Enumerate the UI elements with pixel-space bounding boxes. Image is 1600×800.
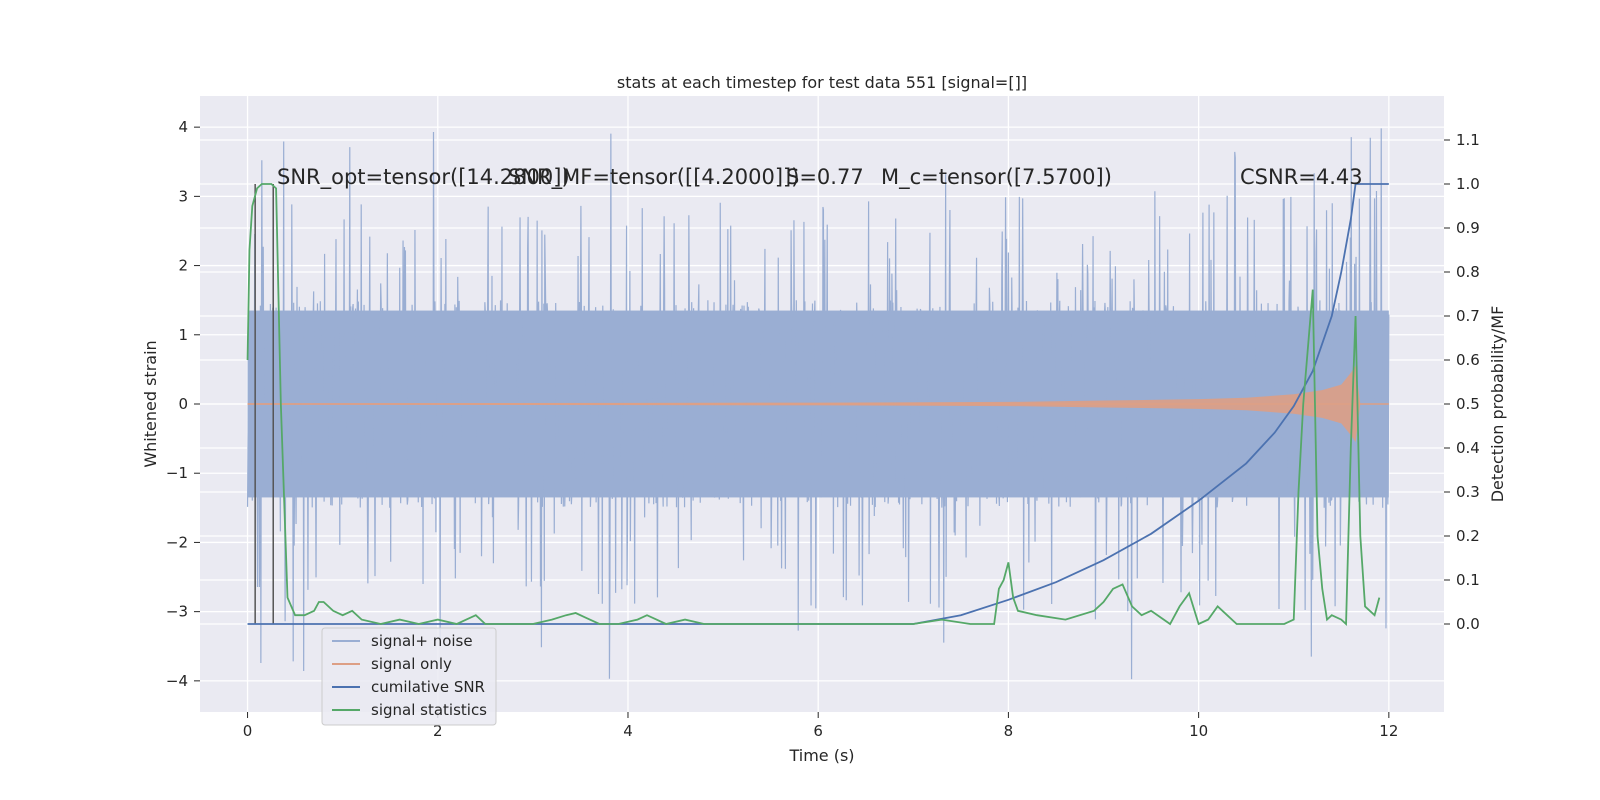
x-tick-label: 0 [243, 722, 253, 740]
y-tick-label-right: 1.1 [1456, 131, 1480, 149]
annotation-snr-opt: SNR_opt=tensor([14.2800]) [277, 165, 570, 190]
y-tick-label-right: 0.2 [1456, 527, 1480, 545]
legend-label-cumilative-snr: cumilative SNR [371, 678, 485, 696]
y-tick-label-left: 2 [178, 257, 188, 275]
x-tick-label: 12 [1379, 722, 1398, 740]
y-tick-label-left: −1 [166, 464, 188, 482]
y-tick-label-left: 3 [178, 187, 188, 205]
y-axis-label-right: Detection probability/MF [1488, 306, 1507, 503]
annotation-chirp-mass: M_c=tensor([7.5700]) [881, 165, 1112, 190]
x-tick-label: 8 [1004, 722, 1014, 740]
vertical-markers [254, 184, 274, 624]
series-signal-only [247, 365, 1389, 443]
cumilative-snr-line [247, 183, 1389, 625]
series-signal-statistics [246, 183, 1381, 627]
legend-label-signal-only: signal only [371, 655, 452, 673]
annotation-snr-mf: SNR_MF=tensor([[4.2000]]) [508, 165, 799, 190]
annotation-s: S=0.77 [786, 165, 864, 189]
y-tick-label-right: 0.1 [1456, 571, 1480, 589]
y-tick-label-left: 0 [178, 395, 188, 413]
legend-label-signal-noise: signal+ noise [371, 632, 473, 650]
y-tick-label-left: −2 [166, 533, 188, 551]
annotation-csnr: CSNR=4.43 [1240, 165, 1363, 189]
legend-box [321, 627, 497, 726]
chart-title: stats at each timestep for test data 551… [617, 73, 1027, 92]
y-tick-label-right: 0.7 [1456, 307, 1480, 325]
y-tick-label-right: 0.4 [1456, 439, 1480, 457]
y-tick-label-left: 1 [178, 326, 188, 344]
legend: signal+ noise signal only cumilative SNR… [321, 627, 497, 726]
annotations: SNR_opt=tensor([14.2800]) SNR_MF=tensor(… [277, 165, 1363, 190]
x-tick-label: 6 [813, 722, 823, 740]
y-tick-label-right: 0.8 [1456, 263, 1480, 281]
x-tick-label: 2 [433, 722, 443, 740]
legend-label-signal-statistics: signal statistics [371, 701, 487, 719]
y-tick-label-left: −3 [166, 603, 188, 621]
y-tick-label-right: 0.9 [1456, 219, 1480, 237]
y-tick-label-right: 0.5 [1456, 395, 1480, 413]
y-tick-label-right: 1.0 [1456, 175, 1480, 193]
x-tick-label: 10 [1189, 722, 1208, 740]
axes: 0 2 4 6 8 10 12−4−3−2−1012340.00.10.20.30.40.5… [166, 118, 1480, 740]
y-tick-label-right: 0.6 [1456, 351, 1480, 369]
series-cumilative-snr [247, 183, 1389, 625]
x-tick-label: 4 [623, 722, 633, 740]
y-tick-label-left: 4 [178, 118, 188, 136]
x-axis-label: Time (s) [788, 746, 854, 765]
signal-statistics-line [246, 183, 1381, 627]
y-tick-label-right: 0.0 [1456, 615, 1480, 633]
y-tick-label-left: −4 [166, 672, 188, 690]
y-axis-label-left: Whitened strain [141, 340, 160, 467]
y-tick-label-right: 0.3 [1456, 483, 1480, 501]
